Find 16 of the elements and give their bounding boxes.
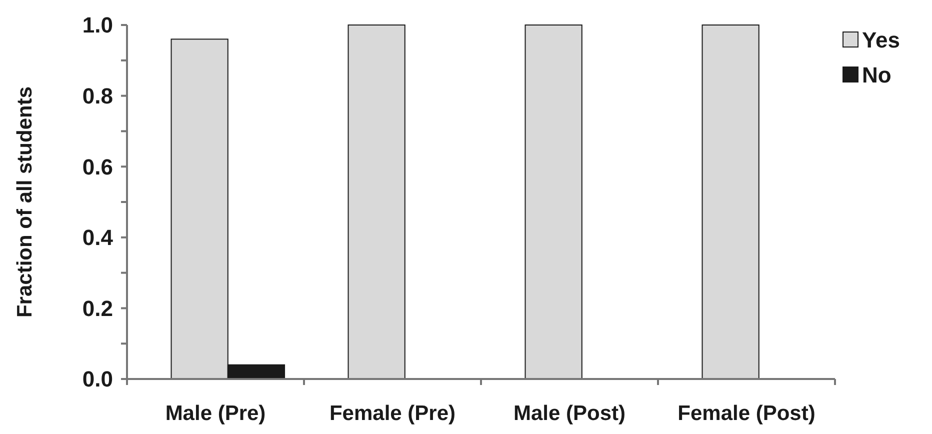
- y-tick-label: 0.8: [82, 84, 113, 108]
- y-tick-label: 0.4: [82, 225, 114, 250]
- legend-label: Yes: [862, 28, 900, 53]
- y-tick-label: 0.6: [82, 154, 113, 180]
- y-axis-title: Fraction of all students: [13, 86, 36, 318]
- x-tick-label: Male (Post): [513, 402, 626, 425]
- legend-label: No: [862, 62, 892, 88]
- y-tick-label: 1.0: [82, 12, 113, 38]
- bar: [524, 24, 582, 380]
- y-tick-label: 0.2: [82, 296, 113, 321]
- bar: [702, 24, 760, 380]
- x-tick-label: Female (Post): [678, 402, 816, 425]
- y-tick-label: 0.0: [82, 366, 113, 392]
- bar: [348, 24, 406, 380]
- x-tick-label: Male (Pre): [165, 402, 266, 425]
- x-tick-label: Female (Pre): [329, 402, 456, 425]
